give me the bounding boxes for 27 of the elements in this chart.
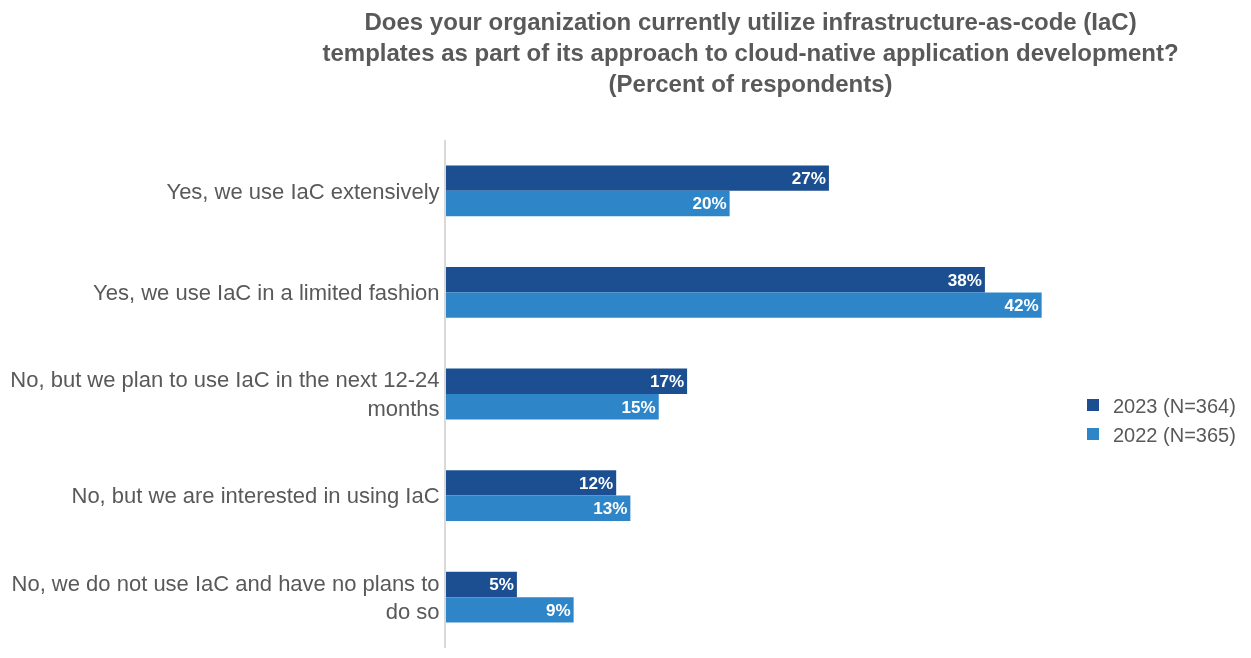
- bar: [446, 190, 730, 217]
- bar: [446, 597, 574, 623]
- legend-label: 2023 (N=364): [1113, 394, 1236, 417]
- chart-title: Does your organization currently utilize infrastructure-as-code (IaC) templates as part of its approach to cloud-native application development? (Percent of respondents): [322, 7, 1179, 98]
- y-tick-label: No, but we are interested in using IaC: [71, 483, 440, 509]
- data-label: 42%: [1004, 295, 1039, 315]
- bar: [446, 292, 1042, 318]
- y-tick-label: No, we do not use IaC and have no plans to do so: [11, 570, 440, 625]
- data-label: 12%: [579, 473, 614, 493]
- bar: [446, 165, 829, 191]
- data-label: 20%: [692, 194, 727, 214]
- bar: [446, 267, 985, 293]
- data-label: 15%: [621, 397, 656, 417]
- bar: [446, 470, 617, 496]
- legend-label: 2022 (N=365): [1113, 423, 1236, 446]
- bar: [446, 394, 659, 420]
- bar: [446, 495, 631, 521]
- data-label: 27%: [791, 168, 826, 188]
- data-label: 17%: [649, 372, 685, 392]
- data-label: 5%: [489, 575, 514, 595]
- bar: [446, 368, 688, 394]
- y-tick-label: Yes, we use IaC extensively: [166, 178, 440, 204]
- y-tick-label: No, but we plan to use IaC in the next 12-24 months: [10, 367, 440, 421]
- data-label: 13%: [593, 499, 628, 519]
- data-label: 9%: [545, 600, 571, 620]
- y-tick-label: Yes, we use IaC in a limited fashion: [93, 280, 440, 306]
- data-label: 38%: [947, 270, 982, 290]
